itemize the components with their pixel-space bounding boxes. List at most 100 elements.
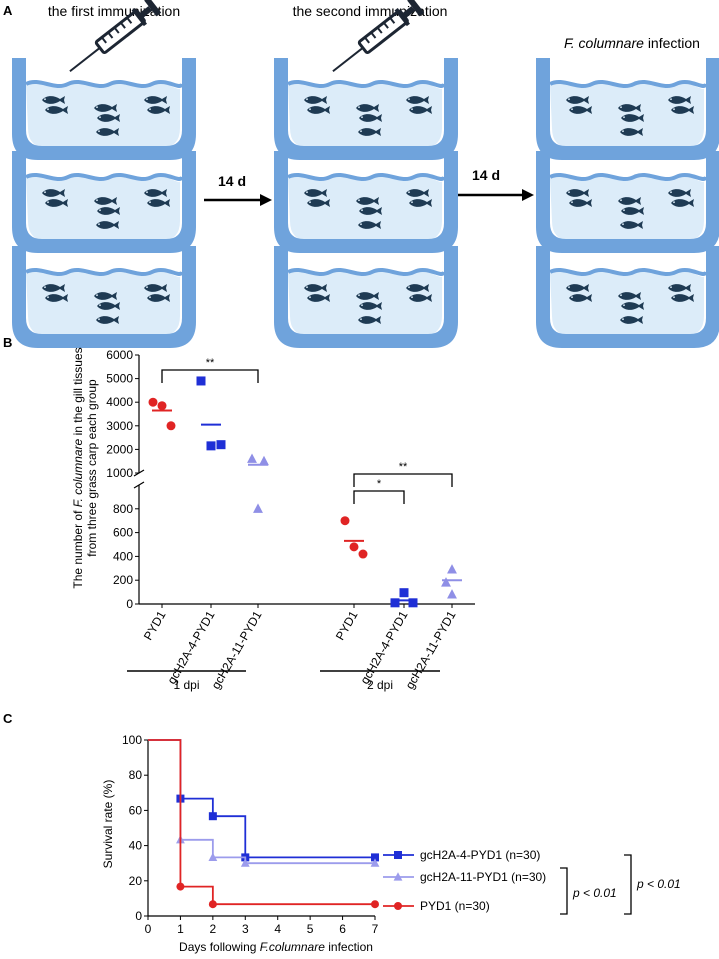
panel-a-label: A xyxy=(3,3,13,18)
panel-b-marks: ***** xyxy=(148,357,462,608)
legend-marker xyxy=(394,851,402,859)
legend-marker xyxy=(393,872,403,881)
significance-label: ** xyxy=(399,461,408,473)
y-tick-label: 20 xyxy=(129,874,143,888)
data-point xyxy=(408,598,418,608)
tank-2-3 xyxy=(274,246,458,348)
y-tick-label: 600 xyxy=(113,526,133,540)
x-tick-label: gcH2A-4-PYD1 xyxy=(164,608,217,686)
tank-2-1 xyxy=(274,58,458,160)
significance-label: ** xyxy=(206,357,215,369)
group-label: 2 dpi xyxy=(367,678,393,692)
x-tick-label: gcH2A-4-PYD1 xyxy=(357,608,410,686)
data-point xyxy=(371,900,379,909)
arrow-head-2 xyxy=(522,189,534,201)
data-point xyxy=(240,858,250,867)
panel-a: A the first immunization the second immu… xyxy=(3,0,719,348)
data-point xyxy=(447,589,457,599)
legend-label: gcH2A-11-PYD1 (n=30) xyxy=(420,870,546,884)
y-tick-label: 100 xyxy=(122,733,142,747)
y-tick-label: 60 xyxy=(129,803,143,817)
y-tick-label: 400 xyxy=(113,549,133,563)
data-point xyxy=(157,401,167,411)
panel-c-label: C xyxy=(3,711,13,726)
tank-3-1 xyxy=(536,58,719,160)
data-point xyxy=(390,598,400,608)
legend-label: PYD1 (n=30) xyxy=(420,899,490,913)
x-tick-label: 4 xyxy=(274,922,281,936)
arrow-label-1: 14 d xyxy=(218,173,246,189)
header-second-immunization: the second immunization xyxy=(293,3,448,19)
arrow-head-1 xyxy=(260,194,272,206)
data-point xyxy=(358,549,368,559)
panel-b-axes: 1000 2000 3000 4000 5000 6000 0 200 400 600 800 PYD… xyxy=(106,348,475,692)
x-tick-label: 7 xyxy=(372,922,379,936)
data-point xyxy=(253,503,263,513)
y-tick-label: 80 xyxy=(129,768,143,782)
panel-c-marks xyxy=(148,739,380,909)
panel-b: B The number of F. columnare in the gill… xyxy=(3,335,475,692)
x-tick-label: 2 xyxy=(210,922,217,936)
y-tick-label: 1000 xyxy=(106,466,133,480)
y-tick-label: 4000 xyxy=(106,395,133,409)
x-tick-label: PYD1 xyxy=(333,608,361,642)
y-tick-label: 200 xyxy=(113,573,133,587)
data-point xyxy=(208,900,217,909)
arrow-label-2: 14 d xyxy=(472,167,500,183)
data-point xyxy=(441,577,451,587)
data-point xyxy=(259,455,269,466)
x-tick-label: 5 xyxy=(307,922,314,936)
x-tick-label: PYD1 xyxy=(141,608,169,642)
data-point xyxy=(196,376,206,386)
data-point xyxy=(208,852,218,861)
header-infection-word: infection xyxy=(648,35,700,51)
group-label: 1 dpi xyxy=(173,678,199,692)
panel-c-axes: 0 20 40 60 80 100 0 1 2 3 4 5 6 7 xyxy=(122,733,379,936)
tank-1-1 xyxy=(12,58,196,160)
pvalue-label: p < 0.01 xyxy=(636,877,681,891)
survival-curve xyxy=(148,739,375,906)
x-tick-label: gcH2A-11-PYD1 xyxy=(403,608,459,691)
data-point xyxy=(349,542,359,552)
data-point xyxy=(148,397,158,407)
x-tick-label: 1 xyxy=(177,922,184,936)
x-tick-label: 0 xyxy=(145,922,152,936)
data-point xyxy=(216,440,226,450)
y-tick-label: 0 xyxy=(135,909,142,923)
panel-b-ylabel: The number of F. columnare in the gill t… xyxy=(71,347,99,588)
significance-label: * xyxy=(377,478,382,490)
significance-bracket xyxy=(161,369,259,383)
data-point xyxy=(340,516,350,526)
y-tick-label: 40 xyxy=(129,839,143,853)
panel-c-xlabel: Days following F.columnare infection xyxy=(179,940,373,954)
pvalue-bracket xyxy=(624,854,632,915)
y-tick-label: 2000 xyxy=(106,442,133,456)
x-tick-label: gcH2A-11-PYD1 xyxy=(209,608,265,691)
data-point xyxy=(399,588,409,598)
panel-b-ylabel-line1: The number of F. columnare in the gill t… xyxy=(71,347,85,588)
data-point xyxy=(447,564,457,574)
panel-c: C Survival rate (%) Days following F.col… xyxy=(3,711,681,954)
significance-bracket xyxy=(353,490,405,504)
legend-label: gcH2A-4-PYD1 (n=30) xyxy=(420,848,540,862)
data-point xyxy=(247,453,257,463)
header-first-immunization: the first immunization xyxy=(48,3,180,19)
data-point xyxy=(208,812,217,821)
header-infection-species: F. columnare xyxy=(564,35,644,51)
tank-1-2 xyxy=(12,151,196,253)
data-point xyxy=(370,858,380,867)
panel-b-ylabel-line2: from three grass carp each group xyxy=(85,379,99,557)
panel-c-legend: gcH2A-4-PYD1 (n=30) gcH2A-11-PYD1 (n=30) P… xyxy=(383,848,681,915)
panel-c-ylabel: Survival rate (%) xyxy=(101,780,115,869)
tank-1-3 xyxy=(12,246,196,348)
y-tick-label: 3000 xyxy=(106,419,133,433)
data-point xyxy=(206,441,216,451)
pvalue-bracket xyxy=(560,867,568,915)
y-tick-label: 6000 xyxy=(106,348,133,362)
y-tick-label: 5000 xyxy=(106,372,133,386)
pvalue-label: p < 0.01 xyxy=(572,886,617,900)
x-tick-label: 6 xyxy=(339,922,346,936)
y-tick-label: 800 xyxy=(113,502,133,516)
axis-break-mark xyxy=(133,481,145,489)
